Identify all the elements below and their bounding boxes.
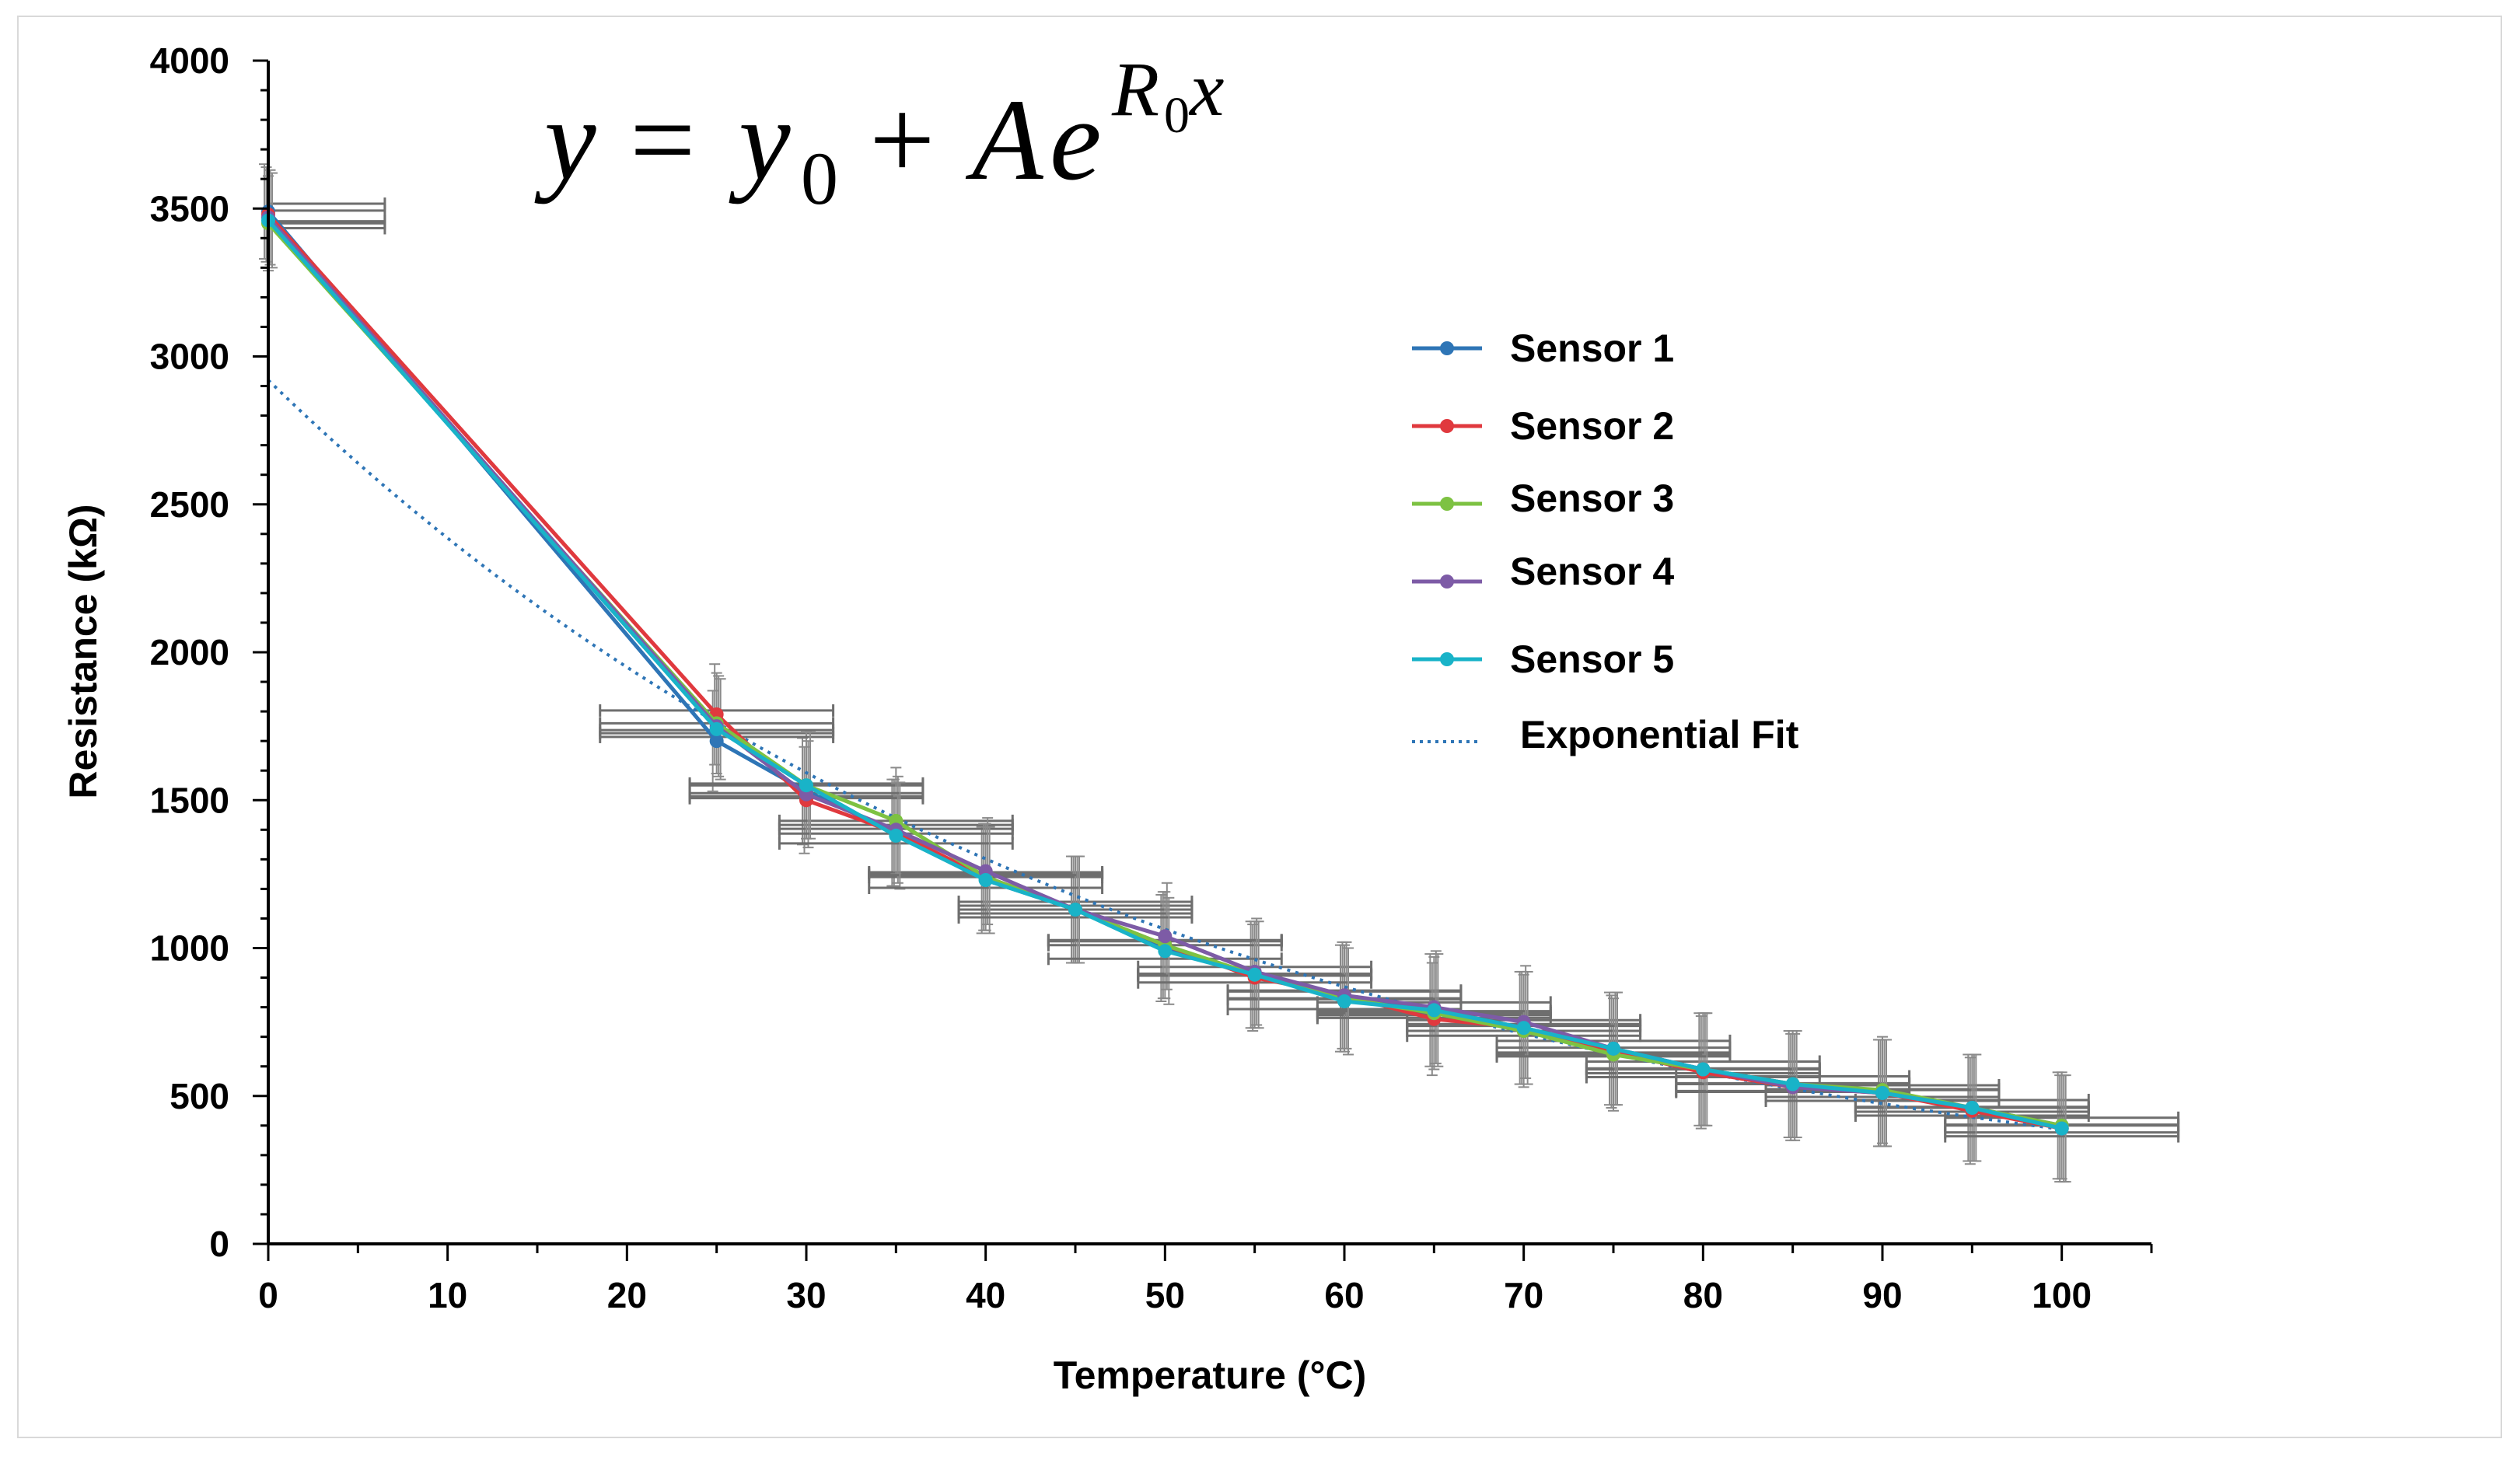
x-tick-label: 80 xyxy=(1683,1275,1723,1315)
x-tick-label: 90 xyxy=(1862,1275,1902,1315)
y-tick-label: 2000 xyxy=(150,632,229,672)
legend-item-sensor-3: Sensor 3 xyxy=(1412,477,1674,520)
data-point xyxy=(1875,1085,1889,1100)
y-tick-label: 500 xyxy=(170,1076,229,1116)
x-tick-label: 40 xyxy=(966,1275,1005,1315)
data-point xyxy=(1696,1062,1711,1077)
data-point xyxy=(1427,1003,1442,1018)
data-point xyxy=(2054,1121,2069,1136)
error-bars-group xyxy=(259,163,2180,1183)
legend-label-sensor-4: Sensor 4 xyxy=(1510,550,1674,593)
series-5 xyxy=(261,213,2069,1136)
data-point xyxy=(1337,994,1351,1008)
legend-item-exponential-fit: Exponential Fit xyxy=(1412,713,1799,756)
chart-frame xyxy=(17,16,2502,1438)
data-point xyxy=(1606,1041,1620,1056)
y-tick-label: 1500 xyxy=(150,780,229,820)
data-point xyxy=(1068,903,1082,917)
y-tick-label: 1000 xyxy=(150,928,229,969)
x-tick-label: 70 xyxy=(1504,1275,1543,1315)
legend-marker-sensor-3 xyxy=(1440,497,1454,511)
equation-exponent-R: R xyxy=(1111,46,1159,132)
data-point xyxy=(1965,1100,1980,1115)
legend: Sensor 1 Sensor 2 Sensor 3 Sensor 4 Sens… xyxy=(1412,327,1799,756)
legend-label-sensor-1: Sensor 1 xyxy=(1510,327,1674,370)
y-axis-title: Resistance (kΩ) xyxy=(61,504,105,798)
data-point xyxy=(799,778,813,793)
legend-marker-sensor-1 xyxy=(1440,341,1454,355)
data-point xyxy=(889,828,903,843)
data-point xyxy=(1158,929,1173,944)
legend-label-sensor-5: Sensor 5 xyxy=(1510,637,1674,681)
fit-equation: y = y 0 + A e R 0 x xyxy=(534,46,1224,220)
legend-item-sensor-1: Sensor 1 xyxy=(1412,327,1674,370)
axes-group xyxy=(253,59,2153,1261)
series-group xyxy=(261,204,2069,1136)
equation-exponent-x: x xyxy=(1188,46,1224,132)
legend-marker-sensor-4 xyxy=(1440,575,1454,589)
equation-e: e xyxy=(1050,75,1102,204)
y-tick-label: 3500 xyxy=(150,188,229,229)
data-point xyxy=(1516,1021,1531,1036)
legend-item-sensor-2: Sensor 2 xyxy=(1412,404,1674,448)
equation-y: y xyxy=(729,75,791,204)
x-tick-label: 0 xyxy=(258,1275,278,1315)
data-point xyxy=(709,734,724,749)
x-tick-label: 10 xyxy=(428,1275,467,1315)
y-tick-label: 4000 xyxy=(150,40,229,81)
equation-A: A xyxy=(965,75,1044,204)
equation-lhs: y xyxy=(534,75,596,204)
legend-label-sensor-3: Sensor 3 xyxy=(1510,477,1674,520)
data-point xyxy=(1247,967,1262,982)
y-tick-label: 3000 xyxy=(150,337,229,377)
legend-label-sensor-2: Sensor 2 xyxy=(1510,404,1674,448)
x-tick-label: 20 xyxy=(607,1275,647,1315)
equation-equals: = xyxy=(630,75,696,204)
legend-marker-sensor-2 xyxy=(1440,419,1454,433)
legend-marker-sensor-5 xyxy=(1440,652,1454,666)
equation-y-subscript: 0 xyxy=(801,137,838,220)
equation-exponent-subscript: 0 xyxy=(1164,87,1190,144)
data-point xyxy=(1158,944,1173,959)
x-tick-label: 30 xyxy=(786,1275,826,1315)
x-tick-label: 60 xyxy=(1324,1275,1364,1315)
y-tick-label: 2500 xyxy=(150,484,229,525)
data-point xyxy=(978,872,993,887)
y-tick-label: 0 xyxy=(209,1224,229,1264)
equation-plus: + xyxy=(869,75,935,204)
x-tick-label: 100 xyxy=(2032,1275,2092,1315)
legend-label-exponential-fit: Exponential Fit xyxy=(1520,713,1799,756)
legend-item-sensor-5: Sensor 5 xyxy=(1412,637,1674,681)
x-tick-label: 50 xyxy=(1145,1275,1185,1315)
x-axis-title: Temperature (°C) xyxy=(1054,1353,1366,1397)
data-point xyxy=(709,721,724,736)
legend-item-sensor-4: Sensor 4 xyxy=(1412,550,1674,593)
data-point xyxy=(1785,1077,1800,1092)
